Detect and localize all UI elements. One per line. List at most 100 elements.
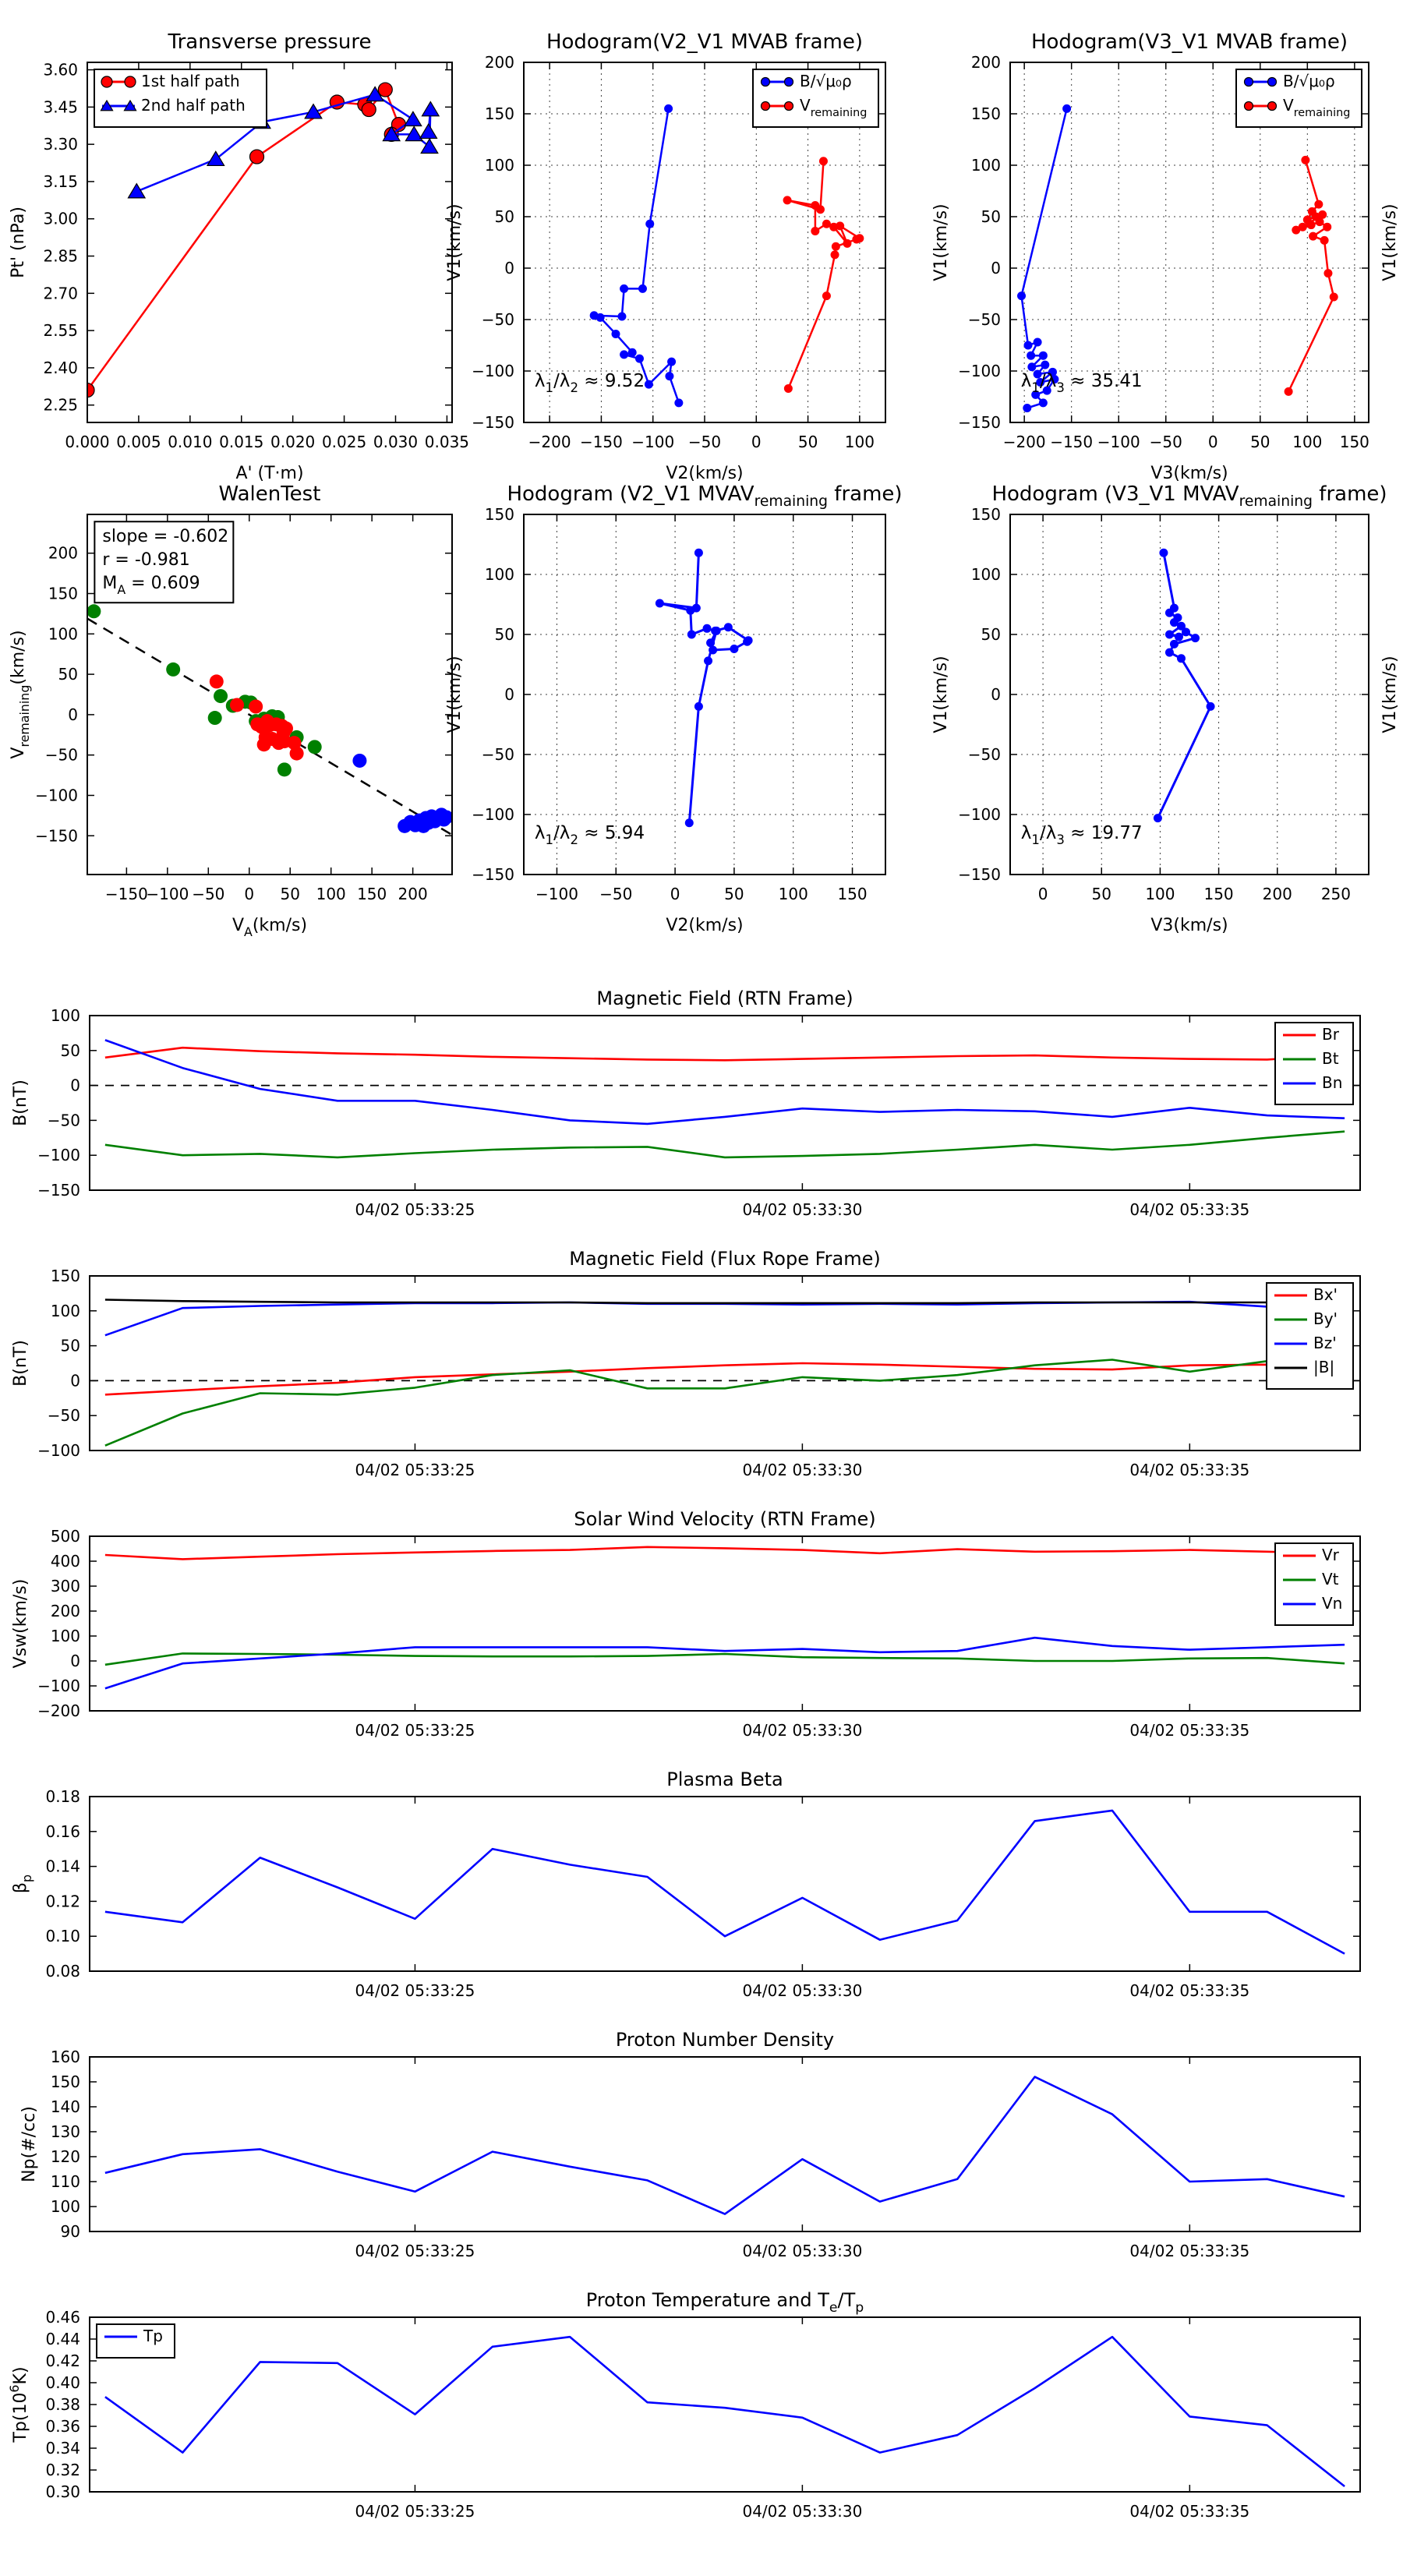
y-tick-label: 0.36 bbox=[45, 2417, 80, 2436]
legend: Vr Vt Vn bbox=[1274, 1542, 1354, 1626]
y-tick-label: 120 bbox=[51, 2147, 80, 2166]
legend-label: 2nd half path bbox=[141, 96, 246, 115]
y-tick-label: −50 bbox=[45, 746, 78, 765]
y-tick-label: 3.00 bbox=[43, 210, 78, 228]
axis-ticks bbox=[90, 1535, 1360, 1712]
axes-border bbox=[1009, 62, 1369, 423]
y-tick-label: 0.12 bbox=[45, 1892, 80, 1910]
x-tick-label: 50 bbox=[281, 885, 300, 903]
legend-label: Bx' bbox=[1313, 1285, 1338, 1304]
legend-item-bt: Bt bbox=[1283, 1049, 1339, 1068]
annotation: λ1/λ3 ≈ 19.77 bbox=[1021, 823, 1143, 847]
x-tick-label: 0.025 bbox=[322, 433, 366, 451]
y-tick-label: 90 bbox=[61, 2222, 80, 2241]
plot-plasma-beta: 04/02 05:33:25 04/02 05:33:30 04/02 05:33:… bbox=[11, 1769, 1361, 2000]
y-tick-label: 0.42 bbox=[45, 2352, 80, 2370]
y-axis-label: Pt' (nPa) bbox=[9, 207, 28, 278]
x-axis-label: V3(km/s) bbox=[1150, 916, 1228, 935]
plot-title: Magnetic Field (RTN Frame) bbox=[596, 988, 853, 1009]
axis-tick-labels: 04/02 05:33:25 04/02 05:33:30 04/02 05:33:… bbox=[51, 2048, 1249, 2260]
plot-title: Proton Temperature and Te/Tp bbox=[586, 2289, 864, 2316]
y-tick-label: 130 bbox=[51, 2122, 80, 2141]
legend: Br Bt Bn bbox=[1274, 1022, 1354, 1105]
y-tick-label: 110 bbox=[51, 2172, 80, 2191]
x-tick-label: 0 bbox=[1038, 885, 1048, 903]
x-tick-label: 04/02 05:33:25 bbox=[355, 2502, 475, 2521]
x-axis-label: V2(km/s) bbox=[666, 916, 743, 935]
y-tick-label: 3.60 bbox=[43, 61, 78, 80]
x-tick-label: 0.005 bbox=[116, 433, 161, 451]
y-tick-label: 0.08 bbox=[45, 1962, 80, 1981]
y-tick-label: −150 bbox=[958, 865, 1001, 884]
axis-ticks bbox=[90, 1275, 1360, 1451]
series-bn bbox=[104, 1039, 1345, 1125]
y-tick-label: 0.44 bbox=[45, 2330, 80, 2348]
axis-ticks bbox=[90, 1796, 1360, 1972]
x-tick-label: 0.035 bbox=[425, 433, 469, 451]
y-tick-label: 100 bbox=[971, 565, 1001, 584]
x-tick-label: 200 bbox=[398, 885, 428, 903]
x-tick-label: 04/02 05:33:35 bbox=[1129, 1981, 1249, 2000]
y-tick-label: 0 bbox=[68, 705, 78, 724]
axis-ticks bbox=[87, 514, 452, 875]
x-tick-label: 04/02 05:33:25 bbox=[355, 1461, 475, 1479]
y-tick-label: 200 bbox=[48, 544, 78, 563]
x-tick-label: 50 bbox=[1250, 433, 1270, 451]
y-tick-label: 140 bbox=[51, 2097, 80, 2116]
series-by bbox=[104, 1352, 1345, 1447]
y-tick-label: 0 bbox=[70, 1652, 80, 1670]
plot-title: Proton Number Density bbox=[616, 2029, 834, 2051]
x-tick-label: 0 bbox=[670, 885, 680, 903]
x-tick-label: 50 bbox=[798, 433, 818, 451]
axis-tick-labels: 0 50 100 150 200 250 −150 −100 −50 0 50 100 150 bbox=[958, 505, 1351, 903]
legend-item-vr: Vr bbox=[1283, 1546, 1340, 1564]
y-tick-label: 400 bbox=[51, 1552, 80, 1571]
legend-item-1st-half-path: 1st half path bbox=[101, 72, 240, 90]
y-tick-label: 2.70 bbox=[43, 284, 78, 302]
y-tick-label: −150 bbox=[472, 413, 514, 432]
y-tick-label: −100 bbox=[35, 786, 78, 804]
x-tick-label: 100 bbox=[845, 433, 875, 451]
legend-label: B/√μ₀ρ bbox=[800, 72, 852, 90]
x-tick-label: 0 bbox=[244, 885, 254, 903]
x-tick-label: 150 bbox=[357, 885, 387, 903]
x-tick-label: 04/02 05:33:25 bbox=[355, 1200, 475, 1219]
x-tick-label: 50 bbox=[724, 885, 744, 903]
legend-label: Vt bbox=[1322, 1570, 1339, 1588]
y-tick-label: 3.45 bbox=[43, 97, 78, 116]
axes-border bbox=[89, 1796, 1361, 1972]
plot-hodogram-v3-v1-mvab-frame: −200 −150 −100 −50 0 50 100 150−150−100−5005010… bbox=[931, 30, 1400, 483]
x-tick-label: −200 bbox=[1003, 433, 1046, 451]
x-tick-label: 0.015 bbox=[219, 433, 263, 451]
legend: B/√μ₀ρ Vremaining bbox=[752, 69, 879, 128]
axes-border bbox=[89, 2316, 1361, 2493]
legend-item-b: |B| bbox=[1274, 1358, 1334, 1376]
y-tick-label: 0 bbox=[504, 259, 514, 277]
x-tick-label: 04/02 05:33:35 bbox=[1129, 2502, 1249, 2521]
x-tick-label: 0.010 bbox=[168, 433, 212, 451]
y-axis-label: Np(#/cc) bbox=[19, 2106, 39, 2182]
plot-proton-temperature-and-t-e-t-p: 04/02 05:33:25 04/02 05:33:30 04/02 05:33:… bbox=[7, 2289, 1361, 2521]
x-tick-label: −100 bbox=[631, 433, 674, 451]
stats-line: slope = -0.602 bbox=[102, 527, 228, 546]
y-tick-label: −100 bbox=[472, 805, 514, 824]
legend: Bx' By' Bz' |B| bbox=[1266, 1282, 1354, 1390]
x-tick-label: 04/02 05:33:30 bbox=[742, 2502, 862, 2521]
legend-label: Vn bbox=[1322, 1594, 1342, 1613]
legend-item-b: B/√μ₀ρ bbox=[760, 72, 852, 90]
grid-lines bbox=[1010, 514, 1369, 875]
y-tick-label: 150 bbox=[51, 1267, 80, 1285]
series-v-hodogram bbox=[1153, 548, 1215, 823]
y-tick-label: 100 bbox=[51, 2197, 80, 2216]
axis-ticks bbox=[524, 62, 885, 423]
y-tick-label: 0.30 bbox=[45, 2482, 80, 2501]
y-tick-label: 200 bbox=[51, 1602, 80, 1620]
axes-border bbox=[87, 62, 453, 423]
y-tick-label: 0.14 bbox=[45, 1857, 80, 1876]
axis-tick-labels: −100 −50 0 50 100 150 −150 −100 −50 0 50 100 150 bbox=[472, 505, 868, 903]
x-tick-label: −50 bbox=[688, 433, 721, 451]
legend-label: Tp bbox=[143, 2327, 163, 2345]
series-vr bbox=[104, 1546, 1345, 1560]
plot-title: Solar Wind Velocity (RTN Frame) bbox=[574, 1508, 875, 1530]
